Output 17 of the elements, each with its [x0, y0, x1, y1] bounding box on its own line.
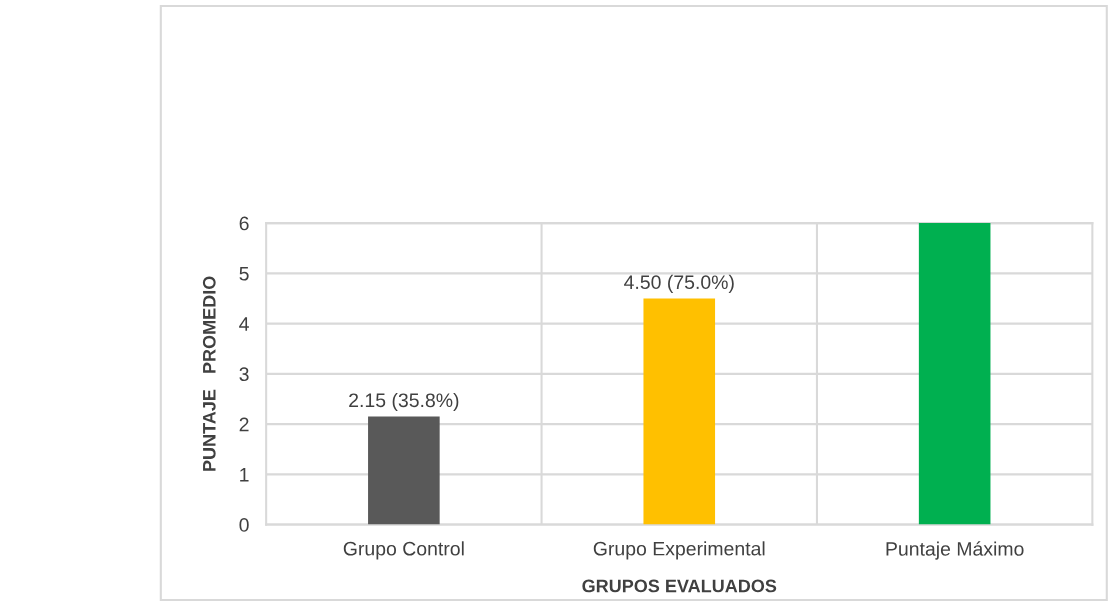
x-tick-label: Puntaje Máximo [886, 541, 1024, 560]
y-tick-label: 5 [239, 267, 249, 281]
bar [368, 416, 440, 525]
y-tick-label: 3 [239, 367, 249, 382]
y-tick-label: 2 [239, 417, 249, 432]
x-axis-title: GRUPOS EVALUADOS [582, 579, 777, 593]
y-tick-label: 1 [240, 468, 249, 482]
y-tick-label: 6 [239, 216, 249, 231]
data-label: 2.15 (35.8%) [349, 392, 459, 412]
y-tick-label: 4 [239, 317, 249, 331]
bar [918, 223, 991, 525]
y-axis-title: PUNTAJE PROMEDIO [202, 276, 216, 471]
y-tick-label: 0 [239, 518, 249, 532]
bar [643, 298, 716, 525]
x-tick-label: Grupo Experimental [593, 541, 765, 560]
x-tick-label: Grupo Control [343, 541, 464, 560]
data-label: 4.50 (75.0%) [624, 274, 734, 293]
